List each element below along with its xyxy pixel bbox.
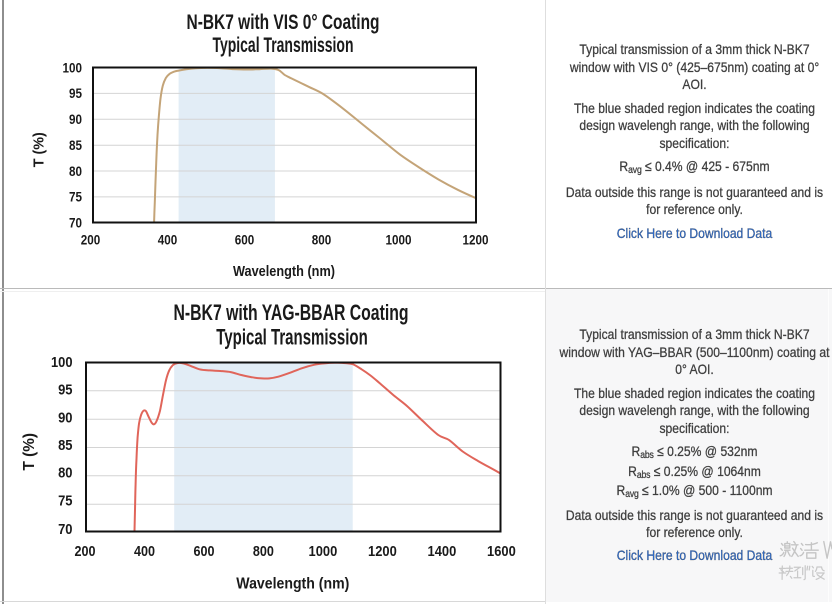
- svg-text:N-BK7 with YAG-BBAR Coating: N-BK7 with YAG-BBAR Coating: [174, 300, 409, 325]
- svg-text:T (%): T (%): [21, 433, 38, 471]
- svg-text:400: 400: [158, 231, 178, 247]
- svg-text:N-BK7 with VIS 0° Coating: N-BK7 with VIS 0° Coating: [187, 11, 380, 34]
- svg-text:100: 100: [51, 354, 73, 371]
- svg-text:1600: 1600: [487, 543, 516, 560]
- svg-text:95: 95: [58, 382, 72, 399]
- svg-text:75: 75: [58, 492, 72, 509]
- svg-text:Wavelength (nm): Wavelength (nm): [233, 264, 335, 280]
- svg-text:200: 200: [75, 543, 96, 560]
- svg-text:80: 80: [69, 163, 82, 179]
- svg-text:85: 85: [69, 137, 82, 153]
- svg-text:200: 200: [81, 231, 101, 247]
- svg-text:400: 400: [134, 543, 155, 560]
- svg-text:85: 85: [58, 437, 72, 454]
- svg-text:800: 800: [253, 543, 274, 560]
- svg-text:1000: 1000: [386, 231, 412, 247]
- svg-text:Typical Transmission: Typical Transmission: [216, 324, 368, 349]
- svg-text:90: 90: [69, 111, 82, 127]
- svg-text:90: 90: [58, 409, 72, 426]
- svg-text:Wavelength (nm): Wavelength (nm): [236, 576, 349, 593]
- svg-text:70: 70: [69, 214, 82, 230]
- svg-text:100: 100: [63, 59, 83, 75]
- svg-text:1400: 1400: [428, 543, 457, 560]
- svg-text:75: 75: [69, 189, 82, 205]
- svg-text:80: 80: [58, 465, 72, 482]
- svg-text:95: 95: [69, 85, 82, 101]
- svg-text:600: 600: [235, 231, 255, 247]
- svg-text:800: 800: [312, 231, 332, 247]
- svg-text:1000: 1000: [309, 543, 338, 560]
- svg-text:1200: 1200: [463, 231, 489, 247]
- svg-text:70: 70: [58, 521, 72, 538]
- svg-text:1200: 1200: [368, 543, 397, 560]
- svg-text:Typical Transmission: Typical Transmission: [213, 34, 354, 57]
- svg-text:600: 600: [194, 543, 215, 560]
- svg-text:T (%): T (%): [30, 132, 47, 167]
